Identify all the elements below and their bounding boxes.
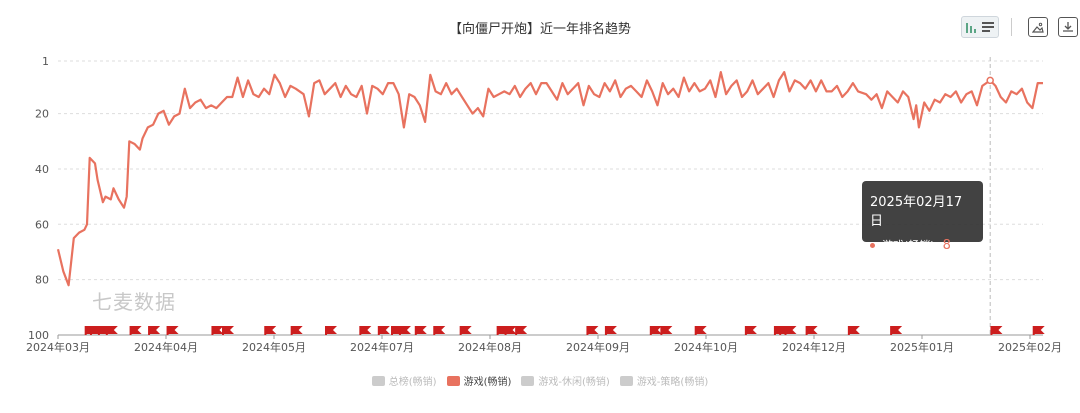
legend-label: 游戏(畅销) xyxy=(463,377,512,388)
event-flag[interactable] xyxy=(166,326,179,335)
event-flag[interactable] xyxy=(459,326,472,335)
event-flag[interactable] xyxy=(890,326,903,335)
list-icon xyxy=(982,18,994,37)
event-flag[interactable] xyxy=(744,326,757,335)
x-tick-label: 2025年02月 xyxy=(998,340,1062,354)
legend-item-total[interactable]: 总榜(畅销) xyxy=(371,373,437,388)
legend-swatch xyxy=(521,375,535,386)
event-flag[interactable] xyxy=(990,326,1003,335)
event-flag[interactable] xyxy=(105,326,118,335)
y-tick-label: 1 xyxy=(42,55,49,68)
legend-swatch xyxy=(446,375,460,386)
series-line-games-grossing[interactable] xyxy=(56,71,1043,287)
event-flag[interactable] xyxy=(1032,326,1045,335)
event-flag[interactable] xyxy=(377,326,390,335)
event-flag[interactable] xyxy=(398,326,411,335)
chart-type-toggle[interactable] xyxy=(961,16,999,38)
event-flag[interactable] xyxy=(660,326,673,335)
event-flag[interactable] xyxy=(694,326,707,335)
event-flag[interactable] xyxy=(290,326,303,335)
event-flag[interactable] xyxy=(805,326,818,335)
save-image-button[interactable] xyxy=(1028,17,1048,37)
toolbar-divider xyxy=(1011,18,1012,36)
event-flag[interactable] xyxy=(784,326,797,335)
chart-legend: 总榜(畅销) 游戏(畅销) 游戏-休闲(畅销) 游戏-策略(畅销) xyxy=(0,373,1080,388)
tooltip-series-name: 游戏(畅销) xyxy=(882,239,935,252)
legend-label: 游戏-策略(畅销) xyxy=(636,377,709,388)
download-icon xyxy=(1062,18,1074,37)
event-flag[interactable] xyxy=(586,326,599,335)
y-tick-label: 40 xyxy=(35,163,49,176)
event-flag[interactable] xyxy=(211,326,224,335)
y-tick-label: 80 xyxy=(35,274,49,287)
x-tick-label: 2024年08月 xyxy=(458,340,522,354)
bar-chart-icon xyxy=(966,18,978,37)
legend-item-casual[interactable]: 游戏-休闲(畅销) xyxy=(521,373,610,388)
x-tick-label: 2024年12月 xyxy=(782,340,846,354)
chart-tooltip: 2025年02月17日 游戏(畅销) 8 xyxy=(862,181,983,253)
y-tick-label: 20 xyxy=(35,108,49,121)
event-flag[interactable] xyxy=(504,326,517,335)
y-tick-label: 100 xyxy=(28,329,49,342)
legend-swatch xyxy=(371,375,385,386)
legend-label: 游戏-休闲(畅销) xyxy=(538,377,610,388)
highlight-point[interactable] xyxy=(986,76,994,85)
event-flag[interactable] xyxy=(148,326,161,335)
x-tick-label: 2025年01月 xyxy=(890,340,954,354)
x-tick-label: 2024年07月 xyxy=(350,340,414,354)
chart-toolbar xyxy=(961,16,1078,38)
event-flag[interactable] xyxy=(433,326,446,335)
event-flag[interactable] xyxy=(324,326,337,335)
event-flag[interactable] xyxy=(129,326,142,335)
event-flag[interactable] xyxy=(604,326,617,335)
legend-item-games[interactable]: 游戏(畅销) xyxy=(446,373,512,388)
x-tick-label: 2024年10月 xyxy=(674,340,738,354)
watermark: 七麦数据 xyxy=(92,290,176,314)
legend-label: 总榜(畅销) xyxy=(388,377,437,388)
x-tick-label: 2024年03月 xyxy=(26,340,90,354)
y-tick-label: 60 xyxy=(35,218,49,231)
tooltip-value: 8 xyxy=(942,237,951,253)
chart-title: 【向僵尸开炮】近一年排名趋势 xyxy=(448,22,631,37)
tooltip-date: 2025年02月17日 xyxy=(870,195,963,229)
event-flag[interactable] xyxy=(359,326,372,335)
event-flag[interactable] xyxy=(515,326,528,335)
x-tick-label: 2024年09月 xyxy=(566,340,630,354)
image-icon xyxy=(1031,18,1044,37)
tooltip-series-dot xyxy=(870,242,875,248)
event-flag[interactable] xyxy=(414,326,427,335)
legend-item-strategy[interactable]: 游戏-策略(畅销) xyxy=(619,373,709,388)
x-tick-label: 2024年05月 xyxy=(242,340,306,354)
x-tick-label: 2024年04月 xyxy=(134,340,198,354)
event-flag[interactable] xyxy=(264,326,277,335)
download-button[interactable] xyxy=(1058,17,1078,37)
legend-swatch xyxy=(619,375,633,386)
event-flag[interactable] xyxy=(847,326,860,335)
event-flag[interactable] xyxy=(649,326,662,335)
event-flag[interactable] xyxy=(222,326,235,335)
